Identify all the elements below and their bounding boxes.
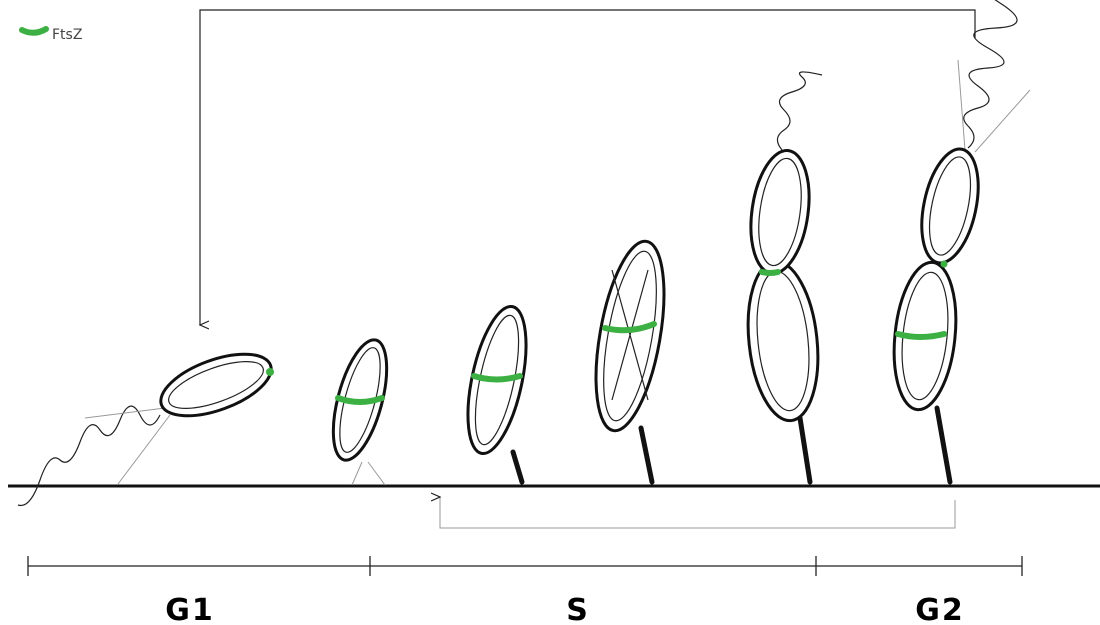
stalk: [934, 405, 953, 485]
cycle-arrow: [440, 497, 956, 529]
ftsz: [471, 373, 523, 383]
ftsz: [940, 260, 948, 268]
holdfast: [351, 461, 363, 486]
legend-label: FtsZ: [52, 27, 82, 43]
legend-swatch: [19, 26, 49, 36]
cell-inner: [168, 360, 264, 410]
ftsz: [759, 269, 781, 276]
stalked-cell: [331, 338, 389, 486]
legend: FtsZ: [19, 26, 82, 43]
ftsz: [266, 368, 274, 376]
flagellum: [17, 405, 161, 507]
cell-inner: [758, 157, 802, 267]
cell-inner: [603, 250, 657, 422]
stalk: [638, 425, 655, 485]
dividing-cell: [892, 0, 1031, 485]
pili: [117, 414, 171, 485]
stalk: [797, 415, 813, 485]
cell-body: [920, 147, 980, 265]
stalked-cell: [466, 304, 528, 485]
phase-label: G1: [165, 593, 215, 625]
cell-body: [746, 259, 820, 423]
pili: [974, 89, 1031, 153]
phase-label: S: [566, 593, 590, 625]
cell-inner: [928, 156, 972, 256]
swarmer-cell: [17, 352, 274, 507]
stalk: [510, 449, 525, 485]
holdfast: [367, 461, 386, 486]
ftsz: [335, 395, 385, 405]
timeline: [27, 556, 1023, 576]
phase-label: G2: [915, 593, 965, 625]
ftsz: [895, 331, 947, 340]
cell-body: [159, 352, 273, 418]
flagellum: [776, 71, 823, 151]
stalked-cell: [594, 239, 666, 485]
predivisional-cell: [746, 71, 823, 485]
cycle-arrow: [200, 9, 976, 325]
flagellum: [963, 0, 1018, 149]
pili: [957, 59, 966, 151]
chromosome: [611, 269, 649, 401]
ftsz: [602, 321, 657, 334]
pili: [84, 407, 166, 419]
cell-inner: [339, 347, 381, 453]
cell-body: [749, 148, 811, 276]
